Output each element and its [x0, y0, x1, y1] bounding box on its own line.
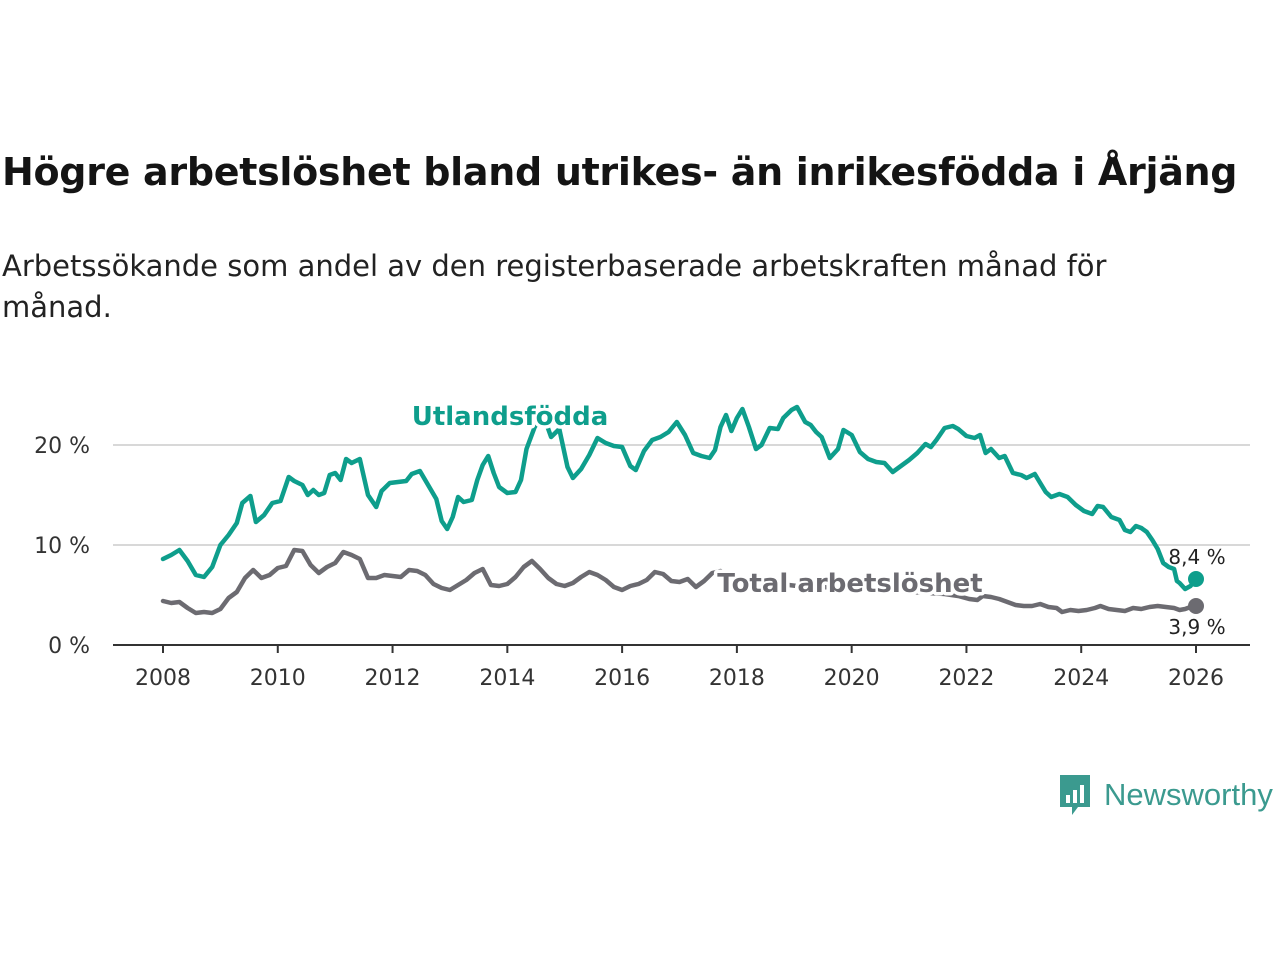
- x-tick-label: 2014: [479, 666, 535, 691]
- brand-name: Newsworthy: [1104, 777, 1273, 812]
- chart-title: Högre arbetslöshet bland utrikes- än inr…: [2, 150, 1238, 194]
- end-point-utlandsfodda: [1188, 571, 1204, 587]
- y-tick-label: 0 %: [48, 634, 90, 659]
- gridlines: [113, 444, 1250, 546]
- x-tick-label: 2020: [824, 666, 880, 691]
- brand-logo: Newsworthy: [1058, 772, 1273, 818]
- series-line-total: [160, 547, 1199, 616]
- series-label-total: Total arbetslöshet: [717, 569, 982, 599]
- end-point-total: [1188, 598, 1204, 614]
- y-tick-label: 20 %: [34, 434, 90, 459]
- series-lines: [160, 404, 1204, 616]
- x-tick-label: 2016: [594, 666, 650, 691]
- series-labels: 3,9 % 8,4 % Utlandsfödda Total arbetslöshet: [408, 399, 1225, 640]
- x-tick-label: 2012: [365, 666, 421, 691]
- x-tick-label: 2018: [709, 666, 765, 691]
- series-label-utlandsfodda: Utlandsfödda: [412, 402, 609, 432]
- chart-subtitle: Arbetssökande som andel av den registerb…: [2, 249, 1107, 324]
- x-tick-label: 2010: [250, 666, 306, 691]
- x-tick-label: 2024: [1053, 666, 1109, 691]
- newsworthy-logo-icon: [1060, 775, 1090, 815]
- x-tick-label: 2008: [135, 666, 191, 691]
- series-line-utlandsfodda: [160, 404, 1199, 592]
- y-tick-label: 10 %: [34, 534, 90, 559]
- line-chart: 0 % 10 % 20 % 2008 2010 2012 2014 2016 2018 2020…: [34, 399, 1250, 691]
- y-axis-ticks: 0 % 10 % 20 %: [34, 434, 90, 659]
- x-tick-label: 2022: [938, 666, 994, 691]
- x-axis: 2008 2010 2012 2014 2016 2018 2020 2022 2024 2026: [113, 644, 1250, 691]
- end-label-utlandsfodda: 8,4 %: [1168, 545, 1225, 569]
- x-tick-label: 2026: [1168, 666, 1224, 691]
- end-label-total: 3,9 %: [1168, 615, 1225, 639]
